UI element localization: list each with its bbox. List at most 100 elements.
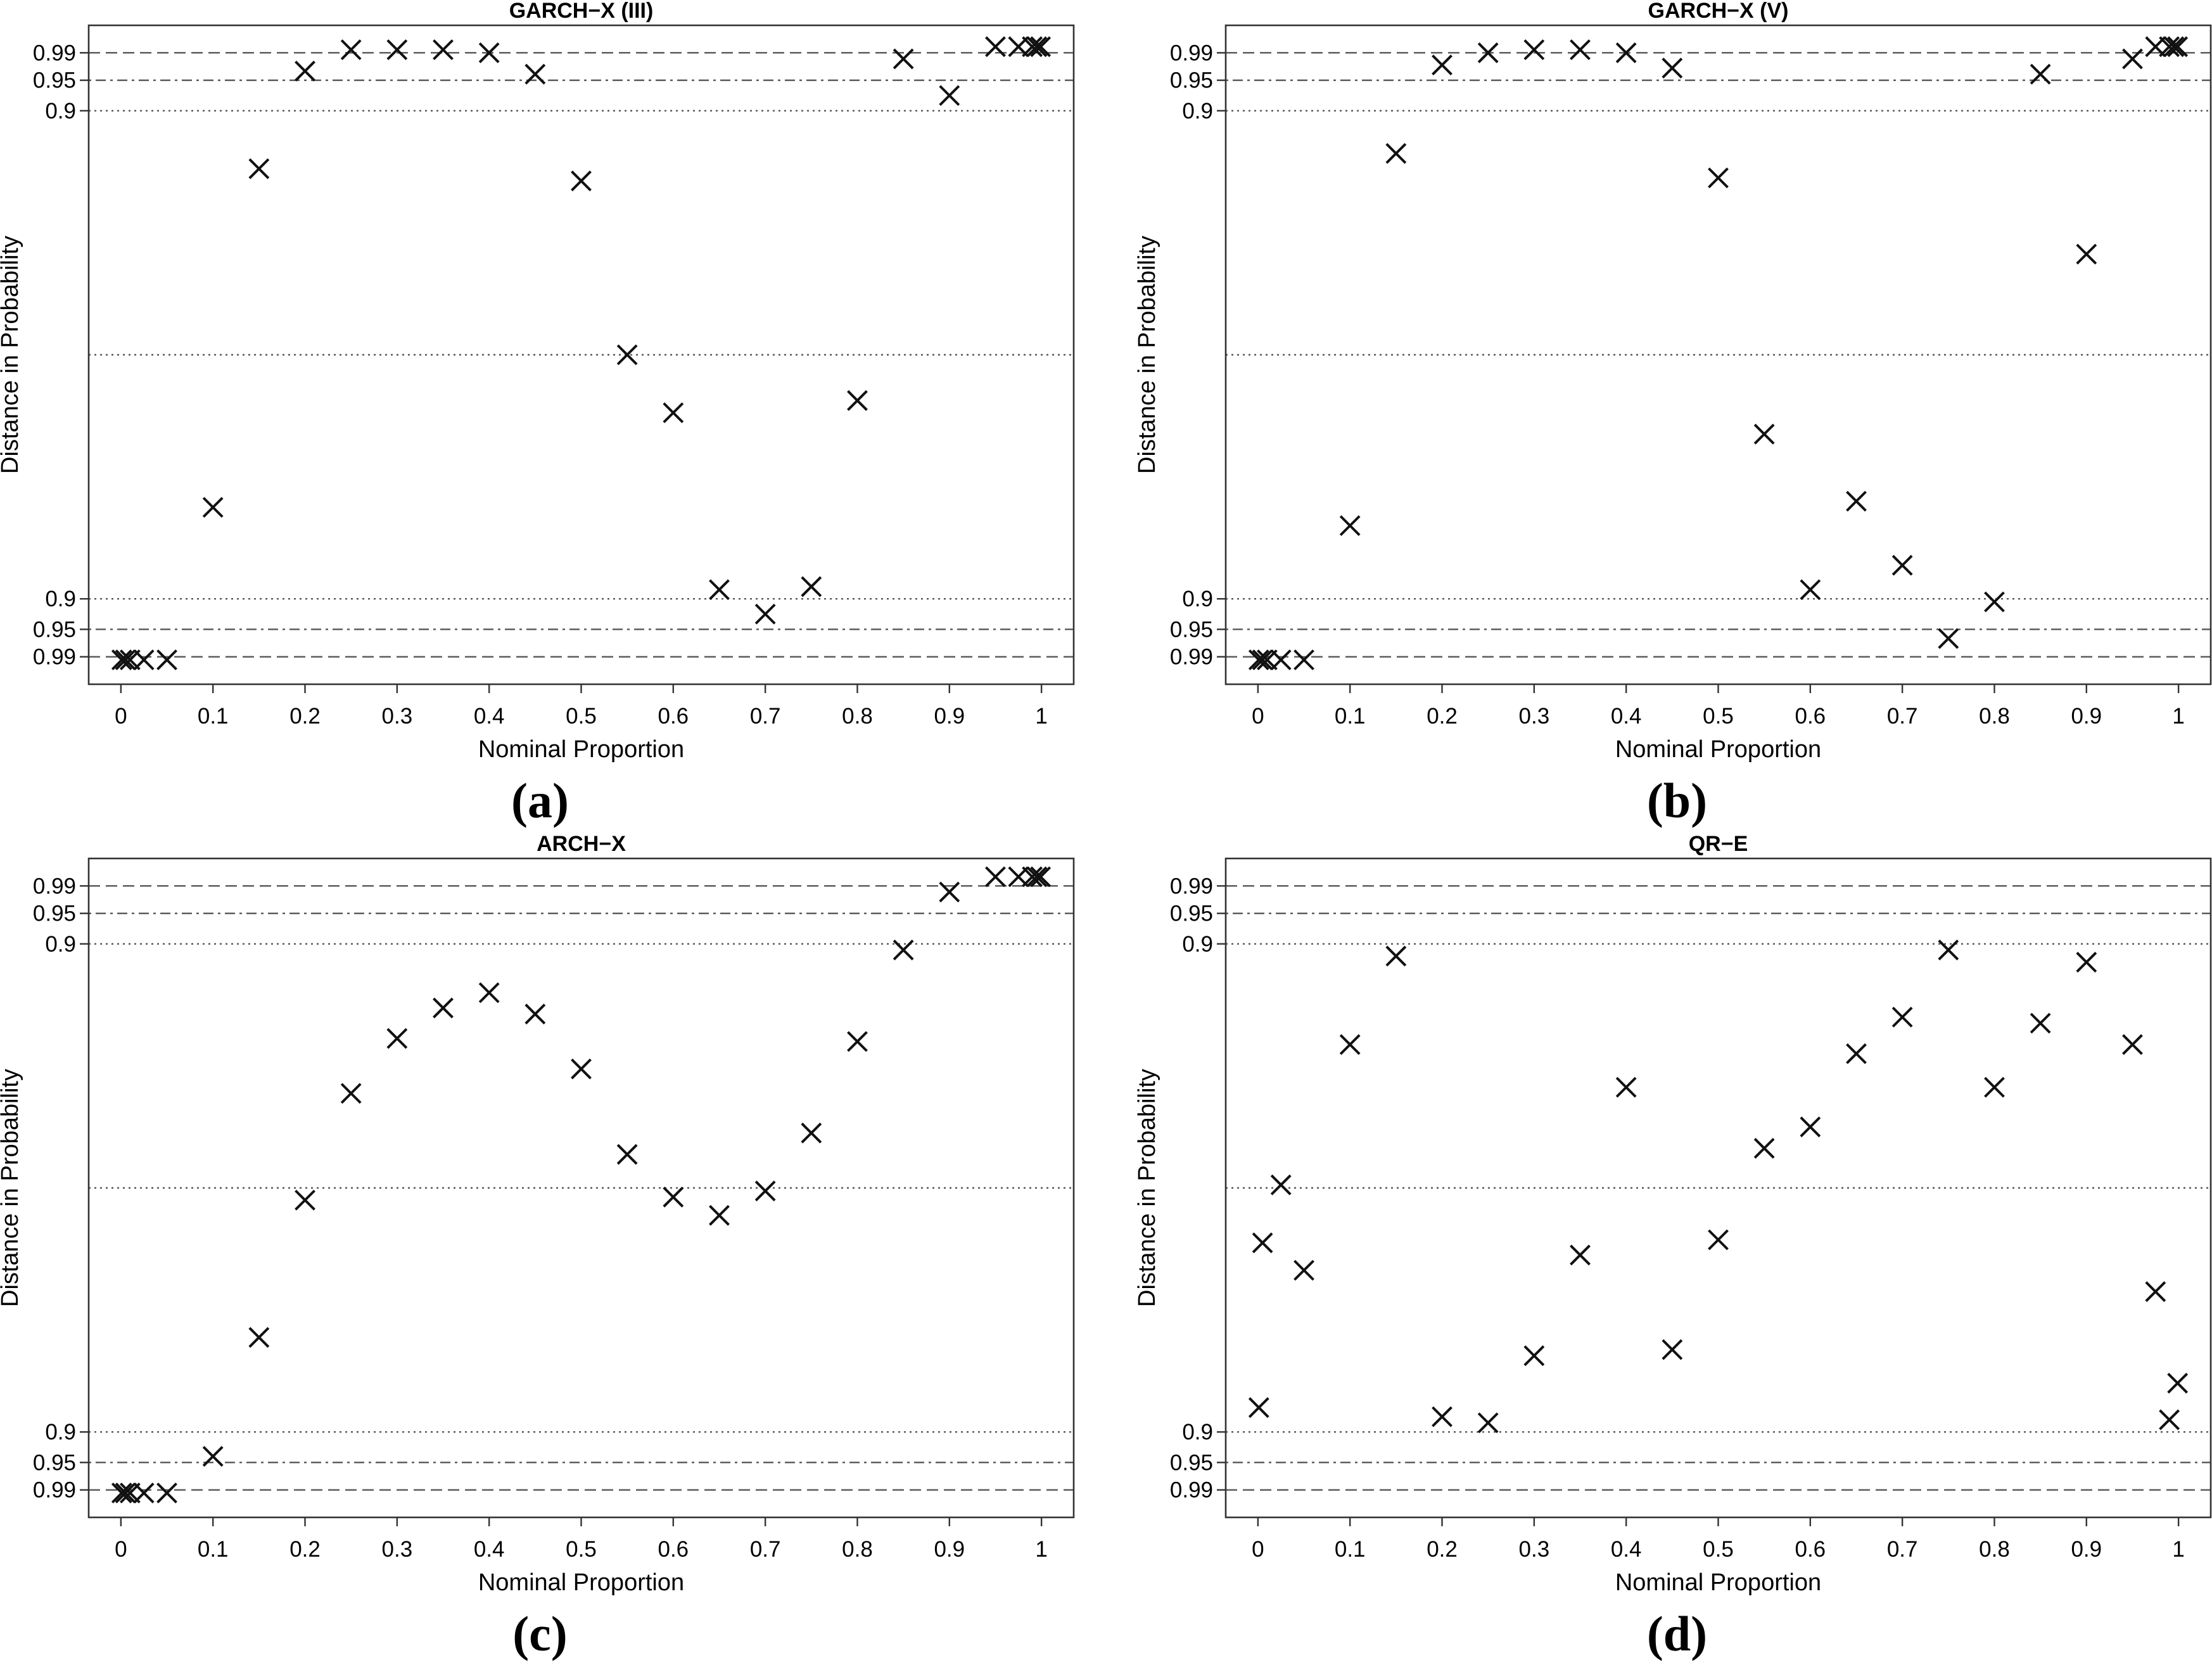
y-tick-label: 0.9 <box>1182 587 1213 611</box>
data-point <box>1891 554 1913 576</box>
x-tick-label: 0.7 <box>750 704 781 729</box>
data-point <box>1026 36 1048 58</box>
data-point <box>1252 649 1273 670</box>
data-point <box>1846 490 1867 512</box>
data-point <box>893 940 914 960</box>
y-tick-label: 0.95 <box>1170 1450 1213 1475</box>
chart-panel-3: 0.99 0.95 0.9 0.9 0.95 0.99 0 0.1 0.2 0.3 0.4 0.5 0.… <box>0 832 1075 1661</box>
data-point <box>1022 866 1043 888</box>
x-tick-label: 0.8 <box>842 704 873 729</box>
x-tick-label: 0.5 <box>1703 1537 1734 1562</box>
x-tick-label: 0.4 <box>1611 1537 1642 1562</box>
x-tick-label: 1 <box>2172 704 2184 729</box>
y-axis-label: Distance in Probability <box>0 236 23 474</box>
data-point <box>1022 36 1043 58</box>
data-point <box>1432 1406 1452 1427</box>
data-point <box>2030 63 2051 85</box>
x-tick-label: 0.2 <box>289 704 321 729</box>
data-point <box>1432 54 1452 76</box>
data-point <box>478 42 500 63</box>
y-tick-label: 0.95 <box>1170 902 1213 926</box>
x-axis-label: Nominal Proportion <box>478 736 684 763</box>
x-tick-label: 0.3 <box>1519 704 1550 729</box>
data-point <box>1339 1034 1361 1056</box>
data-point <box>1984 1076 2005 1098</box>
x-tick-label: 0.3 <box>1519 1537 1550 1562</box>
x-tick-label: 0.2 <box>1427 1537 1458 1562</box>
plot-frame <box>1224 857 2212 1519</box>
data-point <box>1477 42 1499 63</box>
data-point <box>248 1327 270 1348</box>
data-point <box>985 866 1006 888</box>
y-tick-label: 0.9 <box>1182 99 1213 124</box>
data-point <box>1800 1116 1821 1138</box>
data-point <box>1753 423 1775 445</box>
y-tick-label: 0.9 <box>1182 1420 1213 1445</box>
data-point <box>939 85 960 106</box>
chart-title: ARCH−X <box>537 832 626 856</box>
data-point <box>1570 1244 1591 1266</box>
data-point <box>2076 243 2097 265</box>
data-point <box>2163 36 2185 58</box>
y-axis-label: Distance in Probability <box>1134 236 1160 474</box>
chart-title: QR−E <box>1689 832 1748 856</box>
data-point <box>1800 579 1821 601</box>
data-point <box>754 603 776 625</box>
data-point <box>1026 866 1048 888</box>
data-point <box>1984 591 2005 613</box>
data-point <box>248 158 270 179</box>
x-tick-label: 0.1 <box>198 1537 229 1562</box>
data-point <box>2122 1034 2143 1056</box>
plot-frame <box>1224 24 2212 686</box>
data-point <box>754 1180 776 1202</box>
data-point <box>571 1058 592 1080</box>
data-point <box>478 982 500 1004</box>
data-point <box>295 60 315 82</box>
x-tick-label: 0.7 <box>1887 1537 1918 1562</box>
x-tick-label: 0.2 <box>289 1537 321 1562</box>
data-point <box>709 579 730 601</box>
data-point <box>893 48 914 70</box>
data-point <box>156 1483 177 1503</box>
x-tick-label: 0.4 <box>474 704 505 729</box>
x-tick-label: 0.7 <box>1887 704 1918 729</box>
plot-frame <box>87 24 1075 686</box>
data-point <box>1030 866 1052 888</box>
data-point <box>1294 1260 1314 1281</box>
y-axis-label: Distance in Probability <box>1134 1069 1160 1307</box>
data-point <box>1891 1006 1913 1028</box>
data-point <box>111 649 132 670</box>
data-point <box>847 390 868 411</box>
x-tick-label: 0.5 <box>1703 704 1734 729</box>
data-point <box>2159 36 2180 58</box>
y-tick-label: 0.99 <box>33 645 76 670</box>
x-tick-label: 0.7 <box>750 1537 781 1562</box>
data-point <box>156 649 177 670</box>
data-point <box>1662 57 1683 79</box>
y-tick-label: 0.9 <box>1182 932 1213 957</box>
data-point <box>1385 143 1407 164</box>
chart-title: GARCH−X (V) <box>1648 0 1789 23</box>
data-point <box>1523 39 1545 60</box>
data-point <box>340 39 362 60</box>
x-tick-label: 0 <box>115 1537 127 1562</box>
data-point <box>939 881 960 903</box>
x-tick-label: 0.9 <box>934 704 965 729</box>
data-point <box>616 1144 638 1165</box>
x-tick-label: 0.3 <box>382 1537 413 1562</box>
x-tick-label: 0.8 <box>1979 704 2010 729</box>
y-tick-label: 0.99 <box>1170 41 1213 65</box>
x-tick-label: 1 <box>2172 1537 2184 1562</box>
panel-label: (b) <box>1647 773 1707 828</box>
panel-label: (d) <box>1647 1606 1707 1661</box>
data-point <box>2167 1372 2189 1394</box>
data-point <box>1753 1137 1775 1159</box>
data-point <box>111 1483 132 1503</box>
data-point <box>801 576 822 597</box>
data-point <box>663 402 684 423</box>
y-tick-label: 0.9 <box>45 1420 76 1445</box>
x-tick-label: 0.9 <box>934 1537 965 1562</box>
data-point <box>1615 1076 1637 1098</box>
x-tick-label: 0.1 <box>1335 704 1366 729</box>
